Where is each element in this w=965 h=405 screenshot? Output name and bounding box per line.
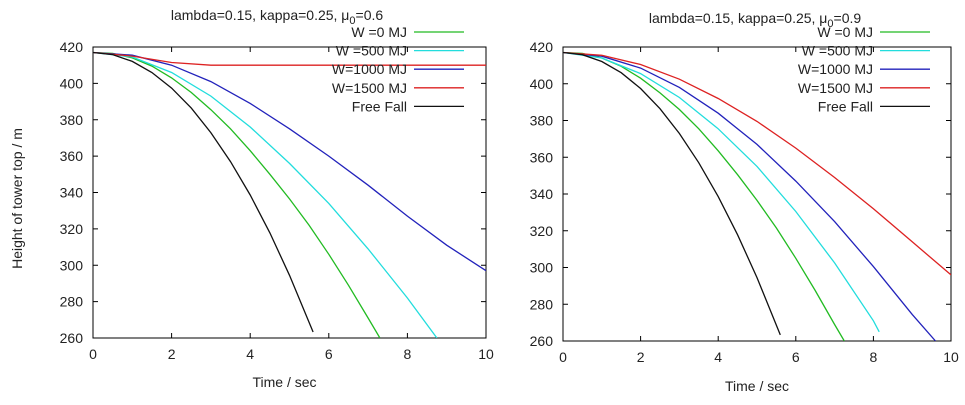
y-tick-label: 360 <box>60 148 84 164</box>
y-tick-label: 400 <box>60 75 84 91</box>
y-tick-label: 320 <box>530 223 554 239</box>
y-tick-label: 300 <box>60 257 84 273</box>
chart-panel-2: lambda=0.15, kappa=0.25, μ0=0.9 0 2 4 6 8 10 26… <box>530 10 959 394</box>
legend-label: W=1000 MJ <box>332 61 407 77</box>
chart-panel-1: lambda=0.15, kappa=0.25, μ0=0.6 0 2 4 6 8 10 26… <box>9 7 494 390</box>
chart-title: lambda=0.15, kappa=0.25, μ0=0.6 <box>171 7 384 27</box>
y-tick-label: 300 <box>530 260 554 276</box>
legend-label: W=1000 MJ <box>798 61 873 77</box>
legend: W =0 MJ W =500 MJ W=1000 MJ W=1500 MJ Free F… <box>798 24 930 114</box>
x-axis-label: Time / sec <box>725 378 789 394</box>
legend-label: W =0 MJ <box>817 24 873 40</box>
y-tick-label: 340 <box>60 185 84 201</box>
x-tick-label: 4 <box>714 349 722 365</box>
series-group <box>563 51 951 341</box>
x-tick-label: 10 <box>943 349 959 365</box>
series-line-w-500-mj <box>93 51 438 338</box>
series-line-w-1000-mj <box>93 51 486 272</box>
x-axis-label: Time / sec <box>252 374 316 390</box>
legend-label: W=1500 MJ <box>798 80 873 96</box>
legend-label: W=1500 MJ <box>332 80 407 96</box>
plot-frame <box>92 46 487 339</box>
series-group <box>93 51 486 338</box>
series-line-w-1500-mj <box>563 51 951 276</box>
series-line-free-fall <box>93 51 314 333</box>
plot-frame <box>562 46 952 342</box>
series-line-w-500-mj <box>563 51 880 333</box>
y-tick-label: 260 <box>60 330 84 346</box>
y-tick-label: 420 <box>60 39 84 55</box>
legend: W =0 MJ W =500 MJ W=1000 MJ W=1500 MJ Free F… <box>332 24 464 114</box>
series-line-free-fall <box>563 51 781 336</box>
y-tick-label: 380 <box>60 112 84 128</box>
y-tick-label: 400 <box>530 76 554 92</box>
y-tick-label: 320 <box>60 221 84 237</box>
x-tick-label: 8 <box>404 346 412 362</box>
y-tick-label: 360 <box>530 149 554 165</box>
x-tick-label: 6 <box>792 349 800 365</box>
legend-label: Free Fall <box>818 98 873 114</box>
y-axis-label: Height of tower top / m <box>9 128 25 269</box>
y-tick-label: 420 <box>530 39 554 55</box>
x-tick-label: 0 <box>89 346 97 362</box>
x-tick-label: 8 <box>870 349 878 365</box>
y-tick-label: 280 <box>60 294 84 310</box>
series-line-w-1500-mj <box>93 51 486 66</box>
y-tick-label: 340 <box>530 186 554 202</box>
x-tick-label: 6 <box>325 346 333 362</box>
x-tick-label: 0 <box>559 349 567 365</box>
series-line-w-1000-mj <box>563 51 936 341</box>
legend-label: W =0 MJ <box>351 24 407 40</box>
legend-label: W =500 MJ <box>802 43 873 59</box>
y-tick-label: 280 <box>530 296 554 312</box>
y-tick-label: 260 <box>530 333 554 349</box>
y-tick-label: 380 <box>530 113 554 129</box>
legend-label: Free Fall <box>352 98 407 114</box>
legend-label: W =500 MJ <box>336 43 407 59</box>
chart-title: lambda=0.15, kappa=0.25, μ0=0.9 <box>649 10 862 30</box>
x-tick-label: 2 <box>168 346 176 362</box>
x-tick-label: 10 <box>478 346 494 362</box>
series-line-w-0-mj <box>93 51 381 338</box>
x-tick-label: 2 <box>637 349 645 365</box>
x-tick-label: 4 <box>246 346 254 362</box>
